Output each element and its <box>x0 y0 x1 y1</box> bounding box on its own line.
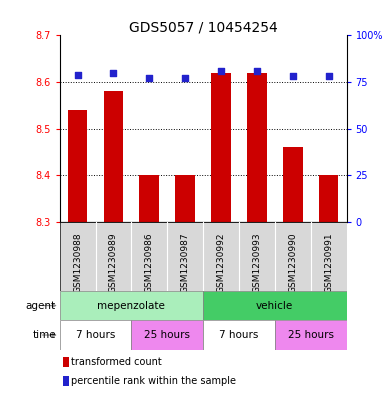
Bar <box>211 73 231 222</box>
Text: percentile rank within the sample: percentile rank within the sample <box>70 376 236 386</box>
Point <box>218 68 224 74</box>
Text: 25 hours: 25 hours <box>288 330 334 340</box>
Text: 7 hours: 7 hours <box>76 330 115 340</box>
Text: GSM1230992: GSM1230992 <box>216 232 226 293</box>
Text: GSM1230988: GSM1230988 <box>73 232 82 293</box>
Bar <box>68 110 87 222</box>
Title: GDS5057 / 10454254: GDS5057 / 10454254 <box>129 20 278 34</box>
Text: time: time <box>32 330 56 340</box>
Point <box>75 72 81 78</box>
Bar <box>203 291 346 320</box>
Bar <box>275 320 346 350</box>
Bar <box>104 91 123 222</box>
Bar <box>175 175 195 222</box>
Text: GSM1230991: GSM1230991 <box>324 232 333 293</box>
Text: GSM1230990: GSM1230990 <box>288 232 297 293</box>
Bar <box>131 320 203 350</box>
Bar <box>283 147 303 222</box>
Bar <box>60 222 346 291</box>
Text: 7 hours: 7 hours <box>219 330 259 340</box>
Text: mepenzolate: mepenzolate <box>97 301 165 310</box>
Bar <box>62 376 69 386</box>
Text: GSM1230986: GSM1230986 <box>145 232 154 293</box>
Text: GSM1230989: GSM1230989 <box>109 232 118 293</box>
Bar <box>319 175 338 222</box>
Bar <box>139 175 159 222</box>
Bar <box>60 320 131 350</box>
Text: GSM1230987: GSM1230987 <box>181 232 190 293</box>
Bar <box>247 73 267 222</box>
Bar <box>203 320 275 350</box>
Point <box>290 73 296 79</box>
Point <box>182 75 188 81</box>
Bar <box>62 357 69 367</box>
Text: vehicle: vehicle <box>256 301 293 310</box>
Point <box>325 73 331 79</box>
Text: GSM1230993: GSM1230993 <box>252 232 261 293</box>
Text: transformed count: transformed count <box>70 357 161 367</box>
Point <box>146 75 152 81</box>
Text: 25 hours: 25 hours <box>144 330 190 340</box>
Text: agent: agent <box>26 301 56 310</box>
Point <box>110 70 117 76</box>
Bar <box>60 291 203 320</box>
Point <box>254 68 260 74</box>
